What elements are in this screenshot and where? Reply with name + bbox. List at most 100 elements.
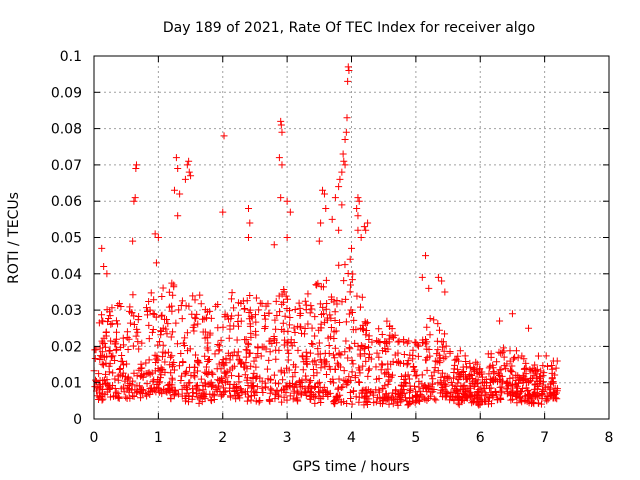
data-point — [272, 379, 280, 387]
data-point — [314, 279, 322, 287]
data-point — [185, 157, 193, 165]
data-point — [152, 259, 160, 267]
data-point — [355, 197, 363, 205]
data-point — [410, 368, 418, 376]
data-point — [496, 376, 504, 384]
data-point — [247, 329, 255, 337]
data-point — [112, 317, 120, 325]
data-point — [233, 336, 241, 344]
data-point — [342, 295, 350, 303]
data-point — [306, 309, 314, 317]
data-point — [342, 128, 350, 136]
data-point — [455, 401, 463, 409]
data-point — [306, 382, 314, 390]
data-point — [104, 318, 112, 326]
data-point — [194, 320, 202, 328]
data-point — [436, 379, 444, 387]
data-point — [539, 372, 547, 380]
data-point — [292, 363, 300, 371]
data-point — [382, 339, 390, 347]
data-point — [105, 347, 113, 355]
data-point — [281, 369, 289, 377]
data-point — [158, 293, 166, 301]
data-point — [388, 371, 396, 379]
x-tick-label: 0 — [90, 430, 99, 446]
axis-ticks — [93, 55, 610, 420]
data-point — [512, 347, 520, 355]
data-point — [372, 363, 380, 371]
data-point — [114, 301, 122, 309]
data-point — [194, 356, 202, 364]
data-point — [197, 300, 205, 308]
data-point — [553, 395, 561, 403]
data-point — [418, 371, 426, 379]
data-point — [516, 393, 524, 401]
data-point — [283, 396, 291, 404]
data-point — [529, 398, 537, 406]
data-point — [168, 279, 176, 287]
data-point — [353, 292, 361, 300]
data-point — [511, 353, 519, 361]
data-point — [256, 299, 264, 307]
data-point — [201, 306, 209, 314]
data-point — [412, 372, 420, 380]
data-point — [201, 352, 209, 360]
data-point — [516, 394, 524, 402]
data-point — [135, 382, 143, 390]
data-point — [375, 325, 383, 333]
data-point — [513, 384, 521, 392]
data-point — [212, 302, 220, 310]
data-point — [437, 373, 445, 381]
data-point — [406, 398, 414, 406]
data-point — [204, 346, 212, 354]
data-point — [344, 270, 352, 278]
data-point — [290, 324, 298, 332]
data-point — [385, 400, 393, 408]
data-point — [115, 393, 123, 401]
data-point — [354, 212, 362, 220]
data-point — [297, 309, 305, 317]
data-point — [270, 241, 278, 249]
data-point — [441, 288, 449, 296]
data-point — [275, 292, 283, 300]
data-point — [416, 396, 424, 404]
data-point — [181, 175, 189, 183]
y-tick-label: 0 — [73, 412, 82, 428]
data-point — [156, 338, 164, 346]
data-point — [150, 296, 158, 304]
data-point — [337, 351, 345, 359]
data-point — [331, 194, 339, 202]
data-point — [326, 311, 334, 319]
data-point — [199, 381, 207, 389]
data-point — [129, 342, 137, 350]
data-point — [448, 393, 456, 401]
data-point — [325, 363, 333, 371]
data-point — [134, 338, 142, 346]
data-point — [197, 375, 205, 383]
data-point — [322, 276, 330, 284]
data-point — [422, 340, 430, 348]
data-point — [224, 349, 232, 357]
data-point — [261, 323, 269, 331]
data-point — [128, 381, 136, 389]
data-point — [539, 381, 547, 389]
data-point — [520, 373, 528, 381]
data-point — [283, 234, 291, 241]
x-tick-label: 2 — [218, 430, 227, 446]
data-point — [102, 359, 110, 367]
data-point — [130, 393, 138, 401]
data-point — [348, 368, 356, 376]
data-point — [335, 350, 343, 358]
data-point — [496, 317, 504, 325]
data-point — [145, 356, 153, 364]
data-point — [117, 357, 125, 365]
data-point — [302, 389, 310, 397]
data-point — [185, 393, 193, 401]
data-point — [296, 304, 304, 312]
data-point — [252, 374, 260, 382]
data-point — [442, 382, 450, 390]
data-point — [264, 300, 272, 308]
data-point — [441, 330, 449, 338]
data-point — [319, 283, 327, 291]
data-point — [287, 336, 295, 344]
